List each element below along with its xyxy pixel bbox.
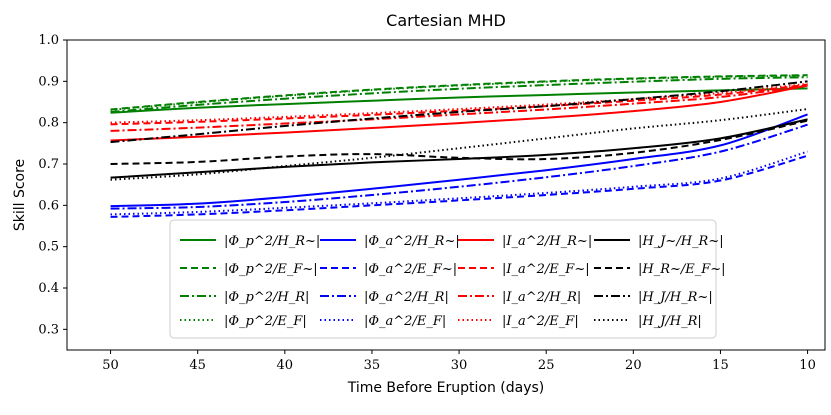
series-line-7 [110, 123, 808, 210]
x-tick-label: 25 [538, 358, 555, 373]
series-line-4 [110, 74, 808, 111]
y-tick-label: 0.9 [38, 74, 59, 89]
x-tick-label: 35 [364, 358, 381, 373]
series-line-16 [110, 108, 808, 181]
y-tick-label: 0.3 [38, 322, 59, 337]
legend-label-13: |H_J~/H_R~| [638, 234, 724, 249]
legend-label-15: |H_J/H_R~| [638, 290, 713, 305]
legend-label-9: |I_a^2/H_R~| [502, 234, 592, 249]
x-tick-label: 10 [799, 358, 816, 373]
chart-title: Cartesian MHD [386, 11, 506, 30]
series-line-5 [110, 113, 808, 208]
plot-lines [110, 74, 808, 218]
y-tick-label: 0.5 [38, 240, 59, 255]
legend-label-8: |Φ_a^2/E_F| [364, 314, 446, 329]
series-line-1 [110, 87, 808, 114]
series-line-9 [110, 84, 808, 142]
y-axis-ticks: 0.3 0.4 0.5 0.6 0.7 0.8 0.9 1.0 [38, 33, 67, 337]
x-tick-label: 45 [189, 358, 206, 373]
series-line-10 [110, 83, 808, 126]
x-tick-label: 30 [451, 358, 468, 373]
legend-label-16: |H_J/H_R| [638, 314, 702, 329]
legend-label-3: |Φ_p^2/H_R| [224, 290, 309, 305]
x-axis-ticks: 50 45 40 35 30 25 20 15 10 [102, 350, 816, 373]
legend-label-12: |I_a^2/E_F| [502, 314, 579, 329]
y-tick-label: 1.0 [38, 33, 59, 48]
legend-entries: |Φ_p^2/H_R~| |Φ_p^2/E_F~| |Φ_p^2/H_R| |Φ_p^… [180, 234, 726, 329]
y-tick-label: 0.6 [38, 198, 59, 213]
legend-label-1: |Φ_p^2/H_R~| [224, 234, 320, 249]
series-line-11 [110, 84, 808, 132]
legend: |Φ_p^2/H_R~| |Φ_p^2/E_F~| |Φ_p^2/H_R| |Φ_p^… [169, 219, 726, 339]
x-tick-label: 15 [712, 358, 729, 373]
legend-label-7: |Φ_a^2/H_R| [364, 290, 449, 305]
series-line-14 [110, 119, 808, 165]
legend-label-10: |I_a^2/E_F~| [502, 262, 590, 277]
series-line-12 [110, 82, 808, 124]
legend-label-6: |Φ_a^2/E_F~| [364, 262, 457, 277]
y-axis-label: Skill Score [12, 159, 28, 231]
legend-label-14: |H_R~/E_F~| [638, 262, 726, 277]
series-line-6 [110, 154, 808, 218]
series-line-15 [110, 80, 808, 144]
legend-label-11: |I_a^2/H_R| [502, 290, 581, 305]
series-line-8 [110, 150, 808, 216]
x-tick-label: 40 [277, 358, 294, 373]
legend-label-5: |Φ_a^2/H_R~| [364, 234, 460, 249]
legend-label-2: |Φ_p^2/E_F~| [224, 262, 318, 277]
series-line-3 [110, 76, 808, 113]
legend-box [169, 219, 717, 339]
series-line-13 [110, 118, 808, 179]
x-axis-label: Time Before Eruption (days) [347, 380, 545, 396]
y-tick-label: 0.7 [38, 157, 59, 172]
plot-frame [66, 39, 826, 351]
y-tick-label: 0.4 [38, 281, 59, 296]
x-tick-label: 50 [102, 358, 119, 373]
y-tick-label: 0.8 [38, 116, 59, 131]
legend-label-4: |Φ_p^2/E_F| [224, 314, 307, 329]
x-tick-label: 20 [625, 358, 642, 373]
